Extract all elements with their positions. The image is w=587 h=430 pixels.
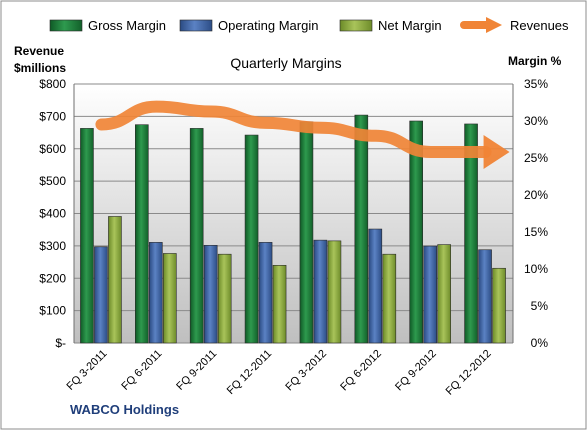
legend-label: Operating Margin	[218, 18, 318, 33]
gross-margin-bar	[299, 121, 314, 344]
operating-margin-bar	[423, 245, 437, 344]
gross-margin-bar	[464, 123, 478, 344]
operating-margin-bar	[368, 228, 383, 344]
left-axis-label-line2: $millions	[14, 61, 66, 75]
left-tick-label: $-	[55, 336, 66, 350]
left-tick-label: $700	[39, 109, 66, 123]
net-margin-bar	[327, 240, 342, 344]
right-tick-label: 10%	[524, 262, 548, 276]
left-tick-label: $600	[39, 142, 66, 156]
net-margin-bar	[382, 253, 397, 344]
gross-margin-bar	[135, 124, 149, 344]
legend-label: Revenues	[510, 18, 569, 33]
left-tick-label: $100	[39, 304, 66, 318]
legend-swatch	[339, 19, 373, 32]
gross-margin-bar	[409, 120, 423, 344]
left-axis: $- $100 $200 $300 $400 $500 $600 $700 $800	[39, 77, 66, 350]
legend: Gross Margin Operating Margin Net Margin Re…	[49, 17, 569, 33]
left-tick-label: $500	[39, 174, 66, 188]
operating-margin-bar	[94, 246, 108, 344]
operating-margin-bar	[149, 242, 163, 344]
operating-margin-bar	[258, 242, 273, 344]
left-axis-label-line1: Revenue	[14, 44, 64, 58]
revenues-arrowhead	[483, 134, 510, 169]
legend-label: Gross Margin	[88, 18, 166, 33]
right-axis-label: Margin %	[508, 54, 562, 68]
gross-margin-bar	[244, 134, 259, 344]
net-margin-bar	[217, 253, 232, 344]
right-tick-label: 5%	[531, 299, 549, 313]
right-tick-label: 25%	[524, 151, 548, 165]
right-tick-label: 35%	[524, 77, 548, 91]
right-tick-label: 15%	[524, 225, 548, 239]
right-tick-label: 0%	[531, 336, 549, 350]
company-label: WABCO Holdings	[70, 402, 179, 417]
gross-margin-bar	[189, 128, 204, 344]
left-tick-label: $400	[39, 207, 66, 221]
left-tick-label: $800	[39, 77, 66, 91]
legend-swatch	[49, 19, 83, 32]
revenue-line-layer	[95, 100, 510, 169]
net-margin-bar	[108, 216, 122, 344]
net-margin-bar	[437, 244, 451, 344]
gross-margin-bar	[80, 128, 94, 344]
operating-margin-bar	[478, 249, 492, 344]
legend-label: Net Margin	[378, 18, 442, 33]
gross-margin-bar	[354, 114, 369, 344]
bars-layer	[80, 114, 506, 344]
net-margin-bar	[163, 253, 177, 344]
operating-margin-bar	[203, 245, 218, 344]
legend-swatch	[179, 19, 213, 32]
left-tick-label: $300	[39, 239, 66, 253]
right-tick-label: 20%	[524, 188, 548, 202]
net-margin-bar	[492, 267, 506, 344]
net-margin-bar	[272, 264, 287, 344]
right-tick-label: 30%	[524, 114, 548, 128]
legend-arrow-swatch	[486, 17, 502, 33]
revenues-line	[95, 100, 492, 158]
right-axis: 0% 5% 10% 15% 20% 25% 30% 35%	[524, 77, 548, 350]
chart-title: Quarterly Margins	[230, 55, 341, 71]
operating-margin-bar	[313, 239, 328, 344]
left-tick-label: $200	[39, 271, 66, 285]
